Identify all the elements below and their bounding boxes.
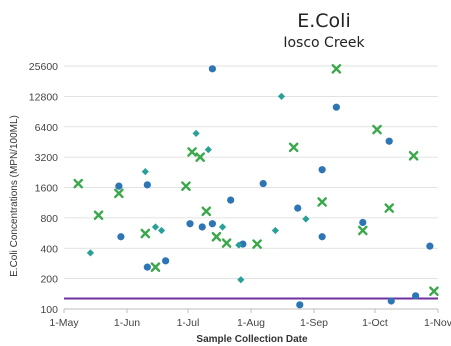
data-point-x-stroke <box>408 150 419 161</box>
y-tick-label: 12800 <box>29 91 58 103</box>
data-point-circle <box>186 220 194 228</box>
y-axis-ticks: 100 200 400 800 1600 3200 6400 12800 25600 <box>29 61 58 316</box>
x-tick-label: 1-May <box>49 317 79 329</box>
data-point-x <box>73 178 84 189</box>
x-tick-label: 1-Nov <box>424 317 451 329</box>
data-points <box>73 64 439 309</box>
data-point-circle <box>385 137 393 145</box>
data-point-x-stroke <box>195 152 205 162</box>
data-point-circle <box>294 204 302 212</box>
data-point-diamond <box>237 276 245 284</box>
data-point-x <box>140 228 151 239</box>
data-point-diamond <box>218 223 227 231</box>
y-tick-label: 200 <box>40 274 58 286</box>
data-point-x-stroke <box>201 206 212 217</box>
data-point-circle <box>387 297 395 305</box>
data-point-x <box>288 142 299 153</box>
data-point-x-stroke <box>331 64 342 74</box>
data-point-x <box>252 239 262 249</box>
data-point-x-stroke <box>114 188 124 199</box>
data-point-x-stroke <box>429 286 439 297</box>
data-point-circle <box>143 181 151 189</box>
data-point-circle <box>359 218 367 227</box>
data-point-x <box>429 286 439 297</box>
data-point-circle <box>208 65 216 73</box>
data-point-x <box>317 197 327 207</box>
data-point-x-stroke <box>372 124 382 135</box>
data-point-x-stroke <box>288 142 299 153</box>
data-point-x-stroke <box>93 210 104 221</box>
data-point-x-stroke <box>73 178 84 189</box>
y-axis-label: E.Coli Concentrations (MPN/100ML) <box>9 115 20 277</box>
data-point-diamond <box>141 167 149 176</box>
data-point-circle <box>115 182 123 190</box>
data-point-diamond <box>157 226 166 235</box>
x-tick-label: 1-Jun <box>114 317 140 329</box>
data-point-circle <box>259 179 267 188</box>
data-point-x <box>221 238 232 248</box>
x-tick-label: 1-Jul <box>177 317 200 329</box>
data-point-diamond <box>277 92 286 100</box>
x-tick-label: 1-Sep <box>300 317 328 329</box>
data-point-circle <box>318 233 326 241</box>
data-point-x-stroke <box>221 238 232 248</box>
data-point-diamond <box>302 215 310 223</box>
data-point-circle <box>332 103 340 111</box>
data-point-circle <box>318 166 326 174</box>
y-tick-label: 800 <box>40 213 58 225</box>
y-tick-label: 25600 <box>29 61 58 73</box>
y-tick-label: 3200 <box>35 152 59 164</box>
data-point-x-stroke <box>211 231 222 242</box>
x-axis-ticks: 1-May 1-Jun 1-Jul 1-Aug 1-Sep 1-Oct 1-Nov <box>49 308 451 329</box>
data-point-x <box>384 203 395 213</box>
data-point-circle <box>143 263 151 271</box>
data-point-circle <box>162 257 170 265</box>
data-point-circle <box>296 301 304 309</box>
data-point-circle <box>208 220 216 228</box>
data-point-circle <box>412 292 420 300</box>
y-tick-label: 6400 <box>35 122 59 134</box>
y-tick-label: 400 <box>40 243 58 255</box>
data-point-x <box>114 188 124 199</box>
data-point-x <box>150 262 161 272</box>
data-point-x <box>195 152 205 162</box>
data-point-circle <box>227 196 235 204</box>
data-point-circle <box>198 223 206 231</box>
y-tick-label: 100 <box>40 304 58 316</box>
data-point-x-stroke <box>187 147 197 157</box>
data-point-diamond <box>86 249 95 257</box>
data-point-x-stroke <box>384 203 395 213</box>
data-point-x <box>211 231 222 242</box>
data-point-x <box>372 124 382 135</box>
data-point-x <box>331 64 342 74</box>
data-point-diamond <box>192 129 200 137</box>
data-point-x <box>201 206 212 217</box>
data-point-x-stroke <box>140 228 151 239</box>
x-tick-label: 1-Oct <box>362 317 388 329</box>
data-point-x-stroke <box>150 262 161 272</box>
data-point-circle <box>426 242 434 250</box>
gridlines <box>64 65 438 310</box>
x-axis-label: Sample Collection Date <box>196 334 308 345</box>
data-point-x-stroke <box>317 197 327 207</box>
x-tick-label: 1-Aug <box>237 317 265 329</box>
data-point-x-stroke <box>357 225 368 236</box>
y-tick-label: 1600 <box>35 183 59 195</box>
data-point-diamond <box>271 226 279 235</box>
chart-subtitle: Iosco Creek <box>283 35 365 51</box>
data-point-x-stroke <box>181 181 191 191</box>
data-point-x <box>357 225 368 236</box>
data-point-x <box>187 147 197 157</box>
data-point-circle <box>117 233 125 241</box>
data-point-x <box>93 210 104 221</box>
chart-title: E.Coli <box>297 10 351 32</box>
data-point-diamond <box>235 241 243 249</box>
data-point-x-stroke <box>252 239 262 249</box>
data-point-x <box>181 181 191 191</box>
data-point-x <box>408 150 419 161</box>
data-point-diamond <box>151 223 160 231</box>
data-point-diamond <box>204 145 212 154</box>
